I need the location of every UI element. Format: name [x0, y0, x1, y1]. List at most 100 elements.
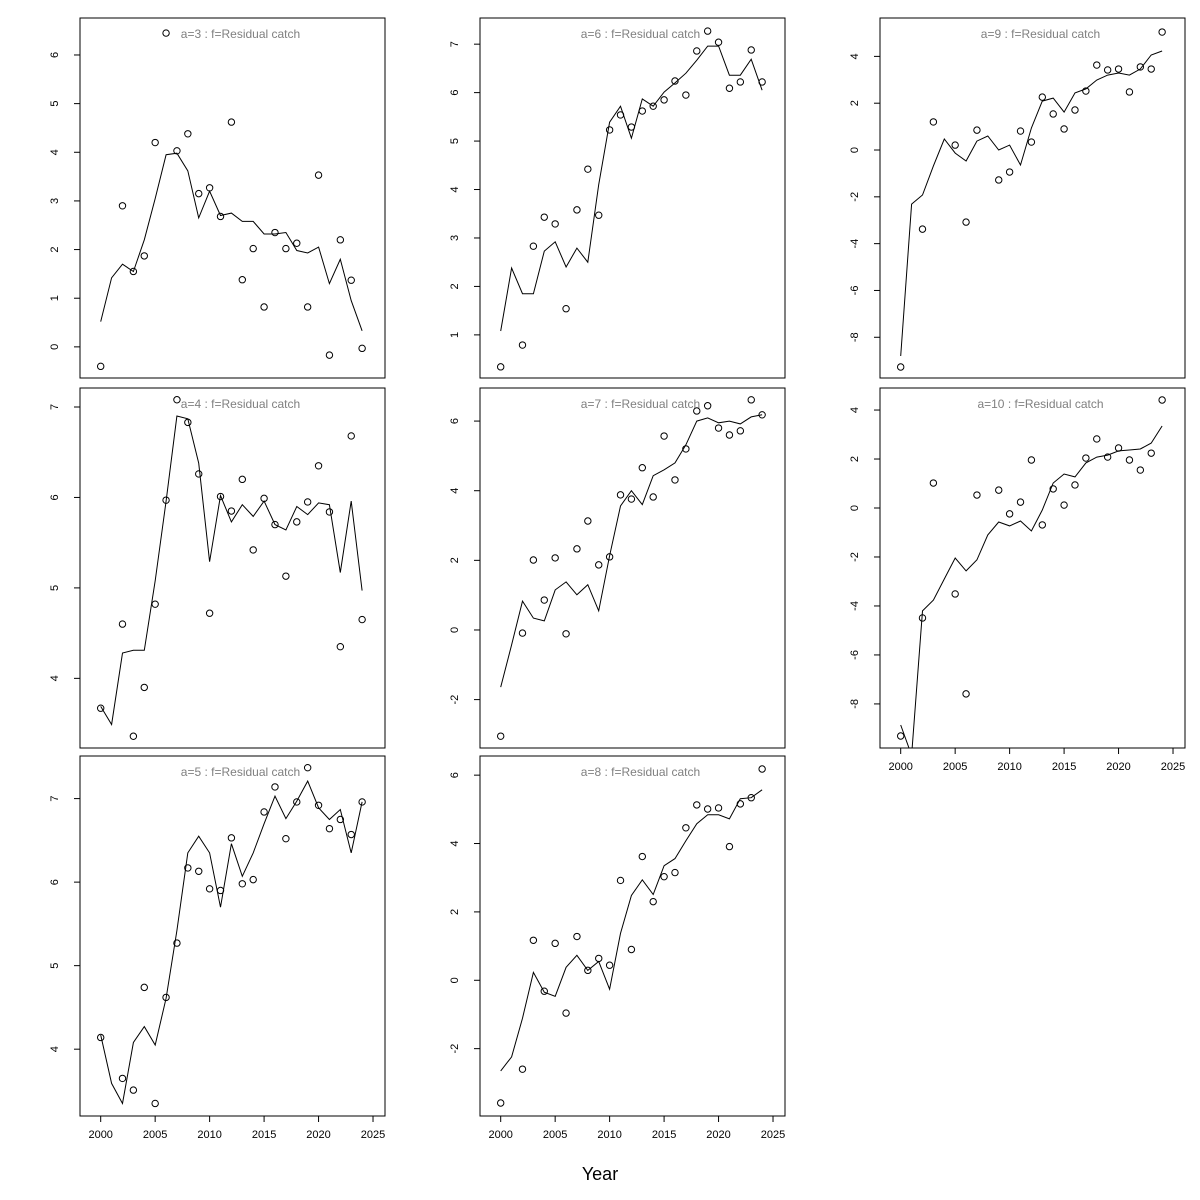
y-tick-label: 4 — [849, 53, 861, 59]
x-tick-label: 2010 — [197, 1129, 221, 1141]
observed-point — [1016, 498, 1025, 506]
observed-point — [238, 475, 247, 484]
observed-point — [347, 830, 355, 839]
x-tick-label: 2020 — [306, 1129, 330, 1141]
observed-point — [249, 875, 257, 884]
observed-point — [951, 590, 959, 598]
observed-point — [184, 130, 192, 138]
observed-point — [496, 363, 505, 371]
y-tick-label: 1 — [449, 332, 461, 338]
observed-point — [1027, 138, 1036, 146]
observed-point — [1136, 63, 1145, 71]
observed-point — [271, 783, 279, 791]
observed-point — [1071, 106, 1079, 114]
observed-point — [1016, 127, 1025, 135]
observed-point — [714, 424, 723, 432]
observed-point — [551, 554, 559, 562]
observed-point — [129, 1086, 138, 1094]
y-tick-label: 4 — [449, 488, 461, 494]
observed-point — [260, 303, 268, 311]
observed-point — [1082, 87, 1090, 95]
observed-point — [271, 228, 279, 237]
panel-8: -8 -6 -4 -2 0 2 4 2000 2005 2010 2015 2020 2025 a=10 … — [849, 387, 1186, 773]
observed-point — [282, 244, 290, 253]
observed-point — [562, 1009, 570, 1017]
y-tick-label: -2 — [849, 552, 861, 562]
panel-title: a=6 : f=Residual catch — [581, 27, 700, 41]
observed-point — [962, 690, 970, 698]
observed-point — [227, 834, 236, 842]
observed-point — [151, 138, 159, 147]
observed-point — [973, 491, 981, 499]
plot-frame — [479, 755, 786, 1117]
observed-point — [649, 102, 657, 110]
observed-point — [918, 225, 927, 233]
x-axis-label: Year — [582, 1164, 618, 1184]
observed-point — [714, 38, 723, 46]
observed-point — [584, 165, 592, 173]
panel-1: 0 1 2 3 4 5 6 a=3 : f=Residual catch — [49, 17, 386, 379]
observed-point — [1114, 444, 1123, 452]
observed-point — [540, 596, 548, 604]
observed-point — [140, 983, 148, 992]
y-tick-label: 2 — [849, 456, 861, 462]
observed-point — [518, 341, 527, 349]
observed-point — [238, 880, 247, 888]
observed-point — [551, 939, 559, 948]
observed-point — [162, 993, 170, 1002]
observed-point — [725, 84, 734, 92]
observed-point — [638, 107, 647, 115]
observed-point — [1147, 65, 1155, 73]
y-tick-label: 7 — [49, 404, 61, 410]
observed-point — [216, 492, 225, 501]
observed-point — [325, 824, 334, 833]
observed-point — [205, 609, 214, 617]
plot-frame — [879, 17, 1186, 379]
observed-point — [671, 476, 679, 484]
observed-point — [184, 864, 192, 872]
observed-point — [118, 1074, 127, 1083]
y-tick-label: 2 — [849, 100, 861, 106]
observed-point — [1005, 510, 1014, 518]
observed-point — [660, 872, 668, 881]
fitted-line — [900, 425, 1163, 748]
observed-point — [736, 78, 745, 86]
observed-point — [1038, 93, 1047, 101]
observed-point — [238, 276, 247, 284]
observed-point — [995, 176, 1003, 184]
y-tick-label: 6 — [449, 418, 461, 424]
y-tick-label: 3 — [49, 198, 61, 204]
y-tick-label: 6 — [49, 494, 61, 500]
observed-point — [1093, 61, 1101, 69]
observed-point — [595, 561, 603, 569]
panel-title: a=5 : f=Residual catch — [181, 765, 300, 779]
panel-title: a=10 : f=Residual catch — [977, 397, 1103, 411]
plot-frame — [79, 17, 386, 379]
observed-point — [627, 123, 636, 131]
panel-4: 1 2 3 4 5 6 7 a=6 : f=Residual catch — [449, 17, 786, 379]
observed-point — [1027, 456, 1036, 464]
y-tick-label: 5 — [49, 585, 61, 591]
observed-point — [1049, 485, 1057, 493]
observed-point — [682, 824, 690, 832]
panel-title: a=7 : f=Residual catch — [581, 397, 700, 411]
observed-point — [605, 961, 614, 969]
fitted-line — [500, 414, 763, 688]
observed-point — [747, 396, 755, 404]
observed-point — [540, 987, 548, 995]
fitted-line — [900, 50, 1163, 357]
observed-point — [736, 800, 745, 808]
observed-point — [627, 495, 636, 503]
observed-point — [758, 765, 766, 773]
observed-point — [962, 218, 970, 226]
observed-point — [1158, 396, 1166, 404]
plot-frame — [879, 387, 1186, 749]
fitted-line — [100, 415, 363, 726]
observed-point — [205, 184, 214, 192]
x-tick-label: 2005 — [543, 1129, 567, 1141]
observed-point — [227, 507, 236, 515]
x-tick-label: 2025 — [761, 1129, 785, 1141]
x-tick-label: 2025 — [361, 1129, 385, 1141]
observed-point — [314, 171, 323, 179]
y-tick-label: 0 — [849, 147, 861, 153]
